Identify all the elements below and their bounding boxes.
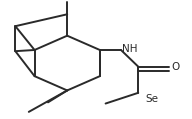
Text: O: O (172, 62, 180, 72)
Text: NH: NH (122, 44, 138, 54)
Text: Se: Se (145, 94, 158, 104)
